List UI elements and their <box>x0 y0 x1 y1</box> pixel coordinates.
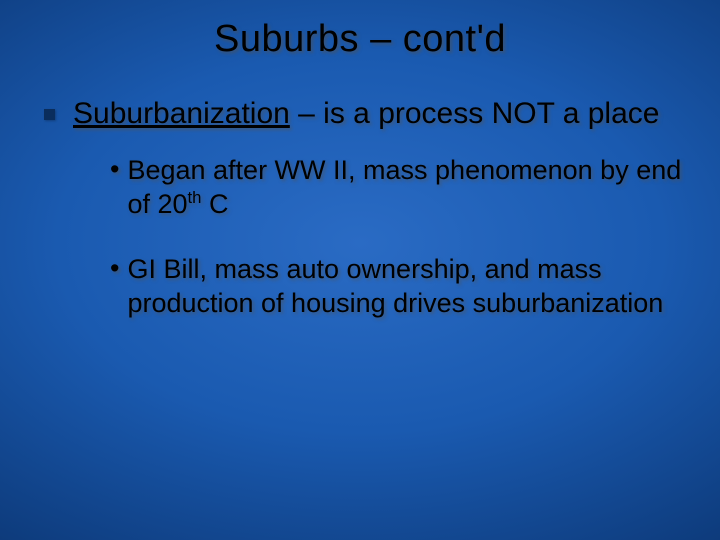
level2-0-post: C <box>201 189 228 219</box>
level1-underlined: Suburbanization <box>73 97 290 130</box>
level2-0-sup: th <box>188 188 202 207</box>
slide-title: Suburbs – cont'd <box>30 18 690 61</box>
dot-bullet-icon: • <box>110 252 119 286</box>
level1-rest: – is a process NOT a place <box>290 97 660 130</box>
bullet-level1: Suburbanization – is a process NOT a pla… <box>30 95 690 133</box>
dot-bullet-icon: • <box>110 153 119 187</box>
bullet-level2: • GI Bill, mass auto ownership, and mass… <box>30 252 690 321</box>
bullet-level2: • Began after WW II, mass phenomenon by … <box>30 153 690 222</box>
level2-text-0: Began after WW II, mass phenomenon by en… <box>127 153 690 222</box>
level1-text: Suburbanization – is a process NOT a pla… <box>73 95 659 133</box>
level2-text-1: GI Bill, mass auto ownership, and mass p… <box>127 252 690 321</box>
square-bullet-icon <box>44 109 55 120</box>
slide: Suburbs – cont'd Suburbanization – is a … <box>0 0 720 540</box>
level2-1-pre: GI Bill, mass auto ownership, and mass p… <box>127 254 663 319</box>
